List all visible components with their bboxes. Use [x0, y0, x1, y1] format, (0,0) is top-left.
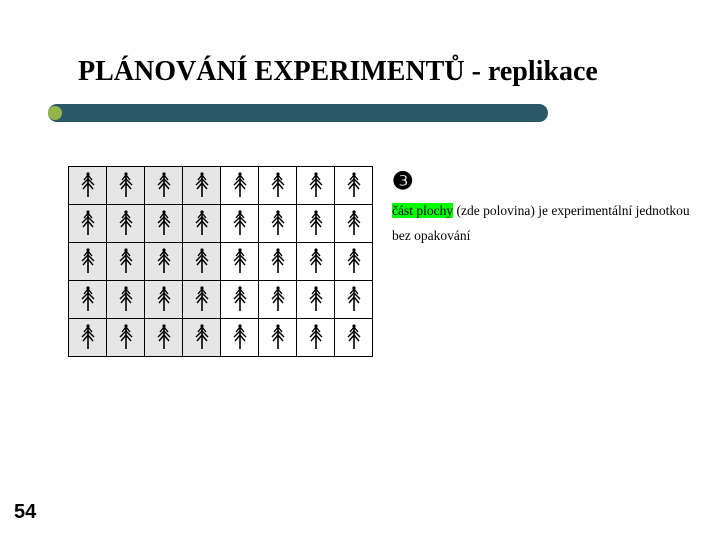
grid-cell-treated	[69, 167, 107, 205]
tree-icon	[117, 222, 135, 239]
tree-icon	[231, 298, 249, 315]
description-block: ❸ část plochy (zde polovina) je experime…	[392, 166, 692, 251]
grid-cell-control	[221, 243, 259, 281]
grid-cell-treated	[107, 167, 145, 205]
tree-icon	[155, 222, 173, 239]
tree-icon	[269, 222, 287, 239]
grid-cell-treated	[145, 205, 183, 243]
grid-cell-control	[221, 281, 259, 319]
grid-cell-treated	[145, 281, 183, 319]
grid-cell-control	[259, 205, 297, 243]
description-line-2: bez opakování	[392, 227, 692, 245]
description-line-1: část plochy (zde polovina) je experiment…	[392, 202, 692, 220]
tree-icon	[193, 222, 211, 239]
grid-cell-control	[259, 319, 297, 357]
grid-cell-control	[335, 205, 373, 243]
tree-icon	[79, 336, 97, 353]
grid-cell-treated	[107, 319, 145, 357]
tree-icon	[117, 298, 135, 315]
grid-cell-treated	[145, 319, 183, 357]
grid-cell-treated	[107, 243, 145, 281]
tree-icon	[269, 298, 287, 315]
tree-icon	[345, 184, 363, 201]
tree-icon	[345, 336, 363, 353]
grid-cell-treated	[183, 281, 221, 319]
grid-cell-treated	[107, 205, 145, 243]
tree-icon	[231, 184, 249, 201]
page-number: 54	[14, 501, 36, 524]
tree-icon	[269, 184, 287, 201]
grid-cell-control	[297, 281, 335, 319]
tree-icon	[193, 184, 211, 201]
tree-icon	[269, 336, 287, 353]
tree-icon	[345, 298, 363, 315]
title-bullet-dot	[48, 106, 62, 120]
grid-cell-control	[297, 167, 335, 205]
grid-cell-treated	[69, 205, 107, 243]
grid-cell-control	[335, 281, 373, 319]
grid-cell-control	[335, 319, 373, 357]
grid-cell-treated	[183, 205, 221, 243]
grid-cell-control	[297, 205, 335, 243]
tree-icon	[79, 260, 97, 277]
tree-icon	[231, 260, 249, 277]
tree-icon	[269, 260, 287, 277]
grid-cell-control	[335, 167, 373, 205]
grid-cell-control	[221, 205, 259, 243]
tree-icon	[193, 336, 211, 353]
grid-cell-control	[221, 319, 259, 357]
tree-icon	[117, 184, 135, 201]
grid-cell-treated	[183, 243, 221, 281]
slide-title: PLÁNOVÁNÍ EXPERIMENTŮ - replikace	[78, 56, 598, 88]
tree-icon	[155, 260, 173, 277]
tree-icon	[307, 260, 325, 277]
tree-icon	[117, 260, 135, 277]
grid-cell-treated	[183, 167, 221, 205]
circled-number-icon: ❸	[392, 166, 692, 198]
tree-icon	[231, 336, 249, 353]
grid-table	[68, 166, 373, 357]
grid-cell-treated	[145, 243, 183, 281]
grid-cell-control	[221, 167, 259, 205]
tree-icon	[79, 222, 97, 239]
tree-icon	[345, 222, 363, 239]
tree-icon	[345, 260, 363, 277]
tree-icon	[117, 336, 135, 353]
tree-icon	[193, 260, 211, 277]
highlighted-text: část plochy	[392, 203, 453, 218]
tree-icon	[79, 298, 97, 315]
experiment-grid	[68, 166, 373, 357]
grid-cell-treated	[69, 281, 107, 319]
tree-icon	[155, 184, 173, 201]
tree-icon	[79, 184, 97, 201]
grid-cell-control	[297, 319, 335, 357]
grid-cell-control	[259, 167, 297, 205]
tree-icon	[307, 298, 325, 315]
grid-cell-control	[259, 281, 297, 319]
grid-cell-control	[259, 243, 297, 281]
tree-icon	[193, 298, 211, 315]
grid-cell-treated	[145, 167, 183, 205]
grid-cell-treated	[107, 281, 145, 319]
tree-icon	[307, 336, 325, 353]
grid-cell-control	[335, 243, 373, 281]
description-line-1-rest: (zde polovina) je experimentální jednotk…	[453, 203, 690, 218]
grid-cell-treated	[69, 319, 107, 357]
tree-icon	[155, 336, 173, 353]
tree-icon	[231, 222, 249, 239]
grid-cell-treated	[69, 243, 107, 281]
tree-icon	[307, 222, 325, 239]
title-underline-bar	[48, 104, 548, 122]
grid-cell-treated	[183, 319, 221, 357]
grid-cell-control	[297, 243, 335, 281]
tree-icon	[307, 184, 325, 201]
tree-icon	[155, 298, 173, 315]
